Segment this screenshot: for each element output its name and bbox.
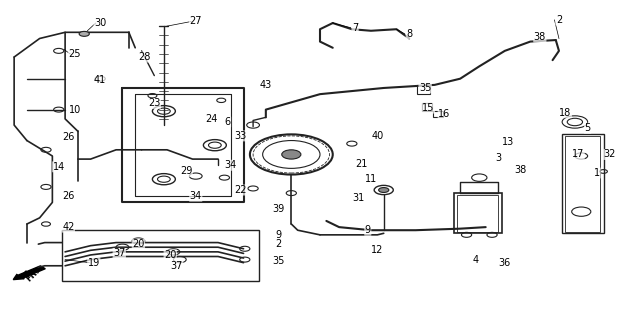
Text: 27: 27	[189, 17, 202, 27]
Bar	[417, 85, 429, 94]
Text: 20: 20	[164, 250, 177, 260]
Text: 32: 32	[604, 149, 616, 159]
Text: 26: 26	[62, 133, 74, 143]
Text: 33: 33	[234, 131, 246, 141]
Text: 37: 37	[170, 261, 183, 271]
Bar	[562, 134, 604, 233]
Text: 20: 20	[132, 239, 145, 249]
Text: 2: 2	[275, 239, 282, 249]
Text: 11: 11	[365, 174, 377, 184]
Text: 42: 42	[62, 222, 74, 232]
Circle shape	[79, 32, 90, 36]
Text: 3: 3	[495, 153, 502, 163]
Text: 35: 35	[273, 256, 285, 266]
Text: 6: 6	[225, 117, 230, 127]
Text: 9: 9	[365, 225, 371, 235]
Bar	[457, 195, 499, 232]
Text: 29: 29	[180, 167, 193, 177]
Text: 19: 19	[88, 258, 100, 268]
Text: 4: 4	[473, 255, 479, 265]
Text: 18: 18	[559, 108, 572, 118]
FancyArrow shape	[13, 266, 45, 280]
Bar	[433, 111, 443, 117]
Text: 14: 14	[52, 162, 65, 172]
Text: 22: 22	[234, 185, 246, 195]
Text: 1: 1	[594, 168, 600, 178]
Text: 16: 16	[438, 109, 451, 119]
Text: 40: 40	[371, 131, 383, 141]
Text: 12: 12	[371, 245, 383, 255]
Text: 10: 10	[68, 105, 81, 115]
Text: 36: 36	[499, 258, 511, 268]
Text: 7: 7	[352, 23, 358, 33]
Text: 43: 43	[260, 80, 272, 90]
Circle shape	[282, 150, 301, 159]
Text: 37: 37	[113, 248, 125, 258]
Text: 28: 28	[139, 52, 151, 62]
Text: 13: 13	[502, 137, 514, 147]
Text: 2: 2	[556, 15, 562, 25]
Text: FR.: FR.	[24, 266, 42, 284]
Text: 15: 15	[422, 103, 435, 113]
Text: 38: 38	[534, 32, 546, 42]
Text: 24: 24	[205, 114, 218, 124]
Text: 8: 8	[406, 29, 412, 39]
Text: 35: 35	[419, 83, 431, 93]
Text: 41: 41	[94, 75, 106, 85]
Text: 9: 9	[275, 230, 282, 240]
Text: 21: 21	[355, 159, 367, 169]
Text: 26: 26	[62, 191, 74, 201]
Circle shape	[379, 188, 389, 193]
Text: 25: 25	[68, 49, 81, 59]
Text: 5: 5	[584, 123, 591, 133]
Bar	[565, 136, 600, 232]
Text: 38: 38	[515, 165, 527, 175]
Bar	[454, 193, 502, 233]
Text: 30: 30	[94, 18, 106, 28]
Text: 34: 34	[189, 191, 202, 201]
Text: 39: 39	[273, 203, 285, 214]
Text: 31: 31	[352, 193, 364, 203]
Text: 34: 34	[225, 160, 237, 170]
Bar	[422, 104, 431, 111]
Text: 23: 23	[148, 98, 161, 109]
Bar	[62, 230, 259, 281]
Text: 17: 17	[572, 149, 584, 159]
